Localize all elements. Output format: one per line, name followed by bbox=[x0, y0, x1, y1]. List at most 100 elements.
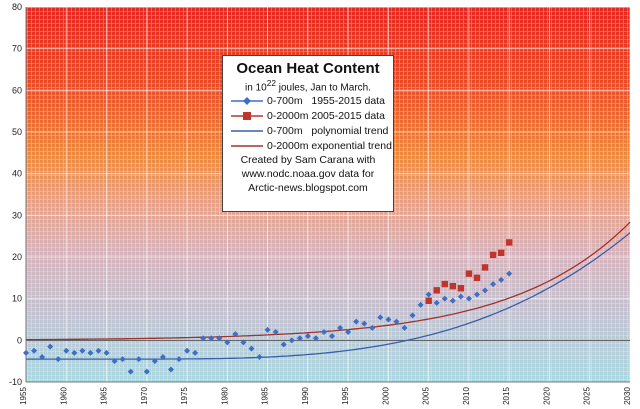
data-point-0-700m bbox=[345, 329, 352, 335]
subtitle-suffix: joules, Jan to March. bbox=[275, 82, 371, 94]
x-tick-label: 1960 bbox=[59, 387, 68, 405]
x-tick-label: 1985 bbox=[261, 387, 270, 405]
legend-label: 0-700m polynomial trend bbox=[267, 124, 389, 137]
data-point-0-700m bbox=[31, 347, 38, 354]
data-point-0-2000m bbox=[449, 282, 457, 290]
x-tick-label: 1955 bbox=[19, 387, 28, 405]
x-tick-label: 2010 bbox=[462, 387, 471, 405]
exponential-trend-line bbox=[26, 221, 631, 341]
data-point-0-700m bbox=[482, 287, 489, 294]
data-point-0-700m bbox=[490, 281, 497, 288]
credit-line-2: www.nodc.noaa.gov data for bbox=[241, 168, 375, 181]
series-0-700m-markers bbox=[23, 270, 513, 375]
data-point-0-700m bbox=[95, 347, 102, 354]
data-point-0-2000m bbox=[457, 285, 465, 292]
data-point-0-700m bbox=[465, 295, 472, 302]
data-point-0-700m bbox=[409, 312, 416, 319]
data-point-0-700m bbox=[312, 335, 319, 342]
data-point-0-2000m bbox=[465, 270, 473, 277]
data-point-0-700m bbox=[119, 356, 126, 363]
legend-item-0-2000m-data: 0-2000m 2005-2015 data bbox=[223, 108, 393, 123]
data-point-0-700m bbox=[449, 297, 456, 304]
data-point-0-700m bbox=[425, 291, 432, 298]
data-point-0-700m bbox=[208, 335, 215, 342]
y-tick-label: 80 bbox=[12, 2, 22, 12]
data-point-0-700m bbox=[167, 366, 174, 373]
legend-label: 0-2000m exponential trend bbox=[267, 139, 392, 152]
y-tick-label: 40 bbox=[12, 169, 22, 179]
data-point-0-700m bbox=[272, 329, 279, 335]
x-tick-label: 1970 bbox=[140, 387, 149, 405]
data-point-0-700m bbox=[224, 339, 231, 346]
blue-line-icon bbox=[231, 130, 263, 132]
chart-title: Ocean Heat Content bbox=[236, 60, 380, 77]
y-tick-label: -10 bbox=[9, 377, 22, 387]
data-point-0-700m bbox=[159, 354, 166, 360]
legend-item-0-700m-data: 0-700m 1955-2015 data bbox=[223, 93, 393, 108]
data-point-0-700m bbox=[296, 335, 303, 342]
data-point-0-700m bbox=[71, 349, 78, 356]
x-tick-label: 2015 bbox=[502, 387, 511, 405]
x-axis-labels: 1955 1960 1965 1970 1975 1980 1985 1990 1995 2000… bbox=[19, 387, 632, 405]
polynomial-trend-line bbox=[26, 232, 631, 360]
data-point-0-700m bbox=[441, 295, 448, 302]
data-point-0-700m bbox=[184, 347, 191, 354]
data-point-0-700m bbox=[433, 299, 440, 306]
legend-label: 0-700m 1955-2015 data bbox=[267, 94, 385, 107]
data-point-0-700m bbox=[264, 326, 271, 333]
legend-item-0-2000m-trend: 0-2000m exponential trend bbox=[223, 138, 393, 153]
series-0-2000m-markers bbox=[425, 239, 513, 304]
data-point-0-700m bbox=[401, 324, 408, 331]
data-point-0-700m bbox=[79, 347, 86, 354]
data-point-0-700m bbox=[417, 301, 424, 308]
y-tick-label: 20 bbox=[12, 252, 22, 262]
data-point-0-2000m bbox=[506, 239, 513, 246]
x-tick-label: 1980 bbox=[220, 387, 229, 405]
data-point-0-700m bbox=[369, 324, 376, 331]
data-point-0-700m bbox=[192, 349, 199, 356]
data-point-0-700m bbox=[127, 368, 134, 375]
data-point-0-700m bbox=[393, 318, 400, 325]
data-point-0-700m bbox=[248, 345, 255, 352]
y-tick-label: 0 bbox=[17, 335, 22, 345]
chart-subtitle: in 1022 joules, Jan to March. bbox=[223, 78, 393, 93]
credit-line-3: Arctic-news.blogspot.com bbox=[248, 182, 368, 195]
data-point-0-700m bbox=[385, 316, 392, 323]
data-point-0-2000m bbox=[441, 280, 448, 288]
data-point-0-700m bbox=[216, 335, 223, 342]
data-point-0-700m bbox=[143, 368, 150, 375]
data-point-0-700m bbox=[320, 329, 327, 335]
data-point-0-700m bbox=[337, 324, 344, 331]
data-point-0-700m bbox=[498, 276, 505, 283]
data-point-0-2000m bbox=[473, 274, 481, 282]
data-point-0-2000m bbox=[481, 264, 489, 271]
y-axis-labels: -10 0 10 20 30 40 50 60 70 80 bbox=[9, 2, 22, 387]
x-tick-label: 2020 bbox=[542, 387, 551, 405]
data-point-0-700m bbox=[506, 270, 513, 277]
y-tick-label: 10 bbox=[12, 294, 22, 304]
data-point-0-700m bbox=[176, 356, 183, 363]
data-point-0-700m bbox=[39, 354, 46, 360]
red-line-icon bbox=[231, 145, 263, 147]
data-point-0-700m bbox=[55, 356, 62, 363]
data-point-0-700m bbox=[135, 356, 142, 363]
x-tick-label: 2030 bbox=[623, 387, 632, 405]
data-point-0-700m bbox=[473, 291, 480, 298]
data-point-0-700m bbox=[457, 293, 464, 300]
data-point-0-700m bbox=[377, 314, 384, 321]
data-point-0-700m bbox=[240, 339, 247, 346]
data-point-0-700m bbox=[232, 331, 239, 338]
data-point-0-700m bbox=[288, 337, 295, 344]
x-tick-label: 1990 bbox=[301, 387, 310, 405]
y-tick-label: 70 bbox=[12, 44, 22, 54]
credit-line-1: Created by Sam Carana with bbox=[240, 154, 376, 167]
legend-label: 0-2000m 2005-2015 data bbox=[267, 109, 385, 122]
data-point-0-700m bbox=[103, 349, 110, 356]
data-point-0-700m bbox=[353, 318, 360, 325]
data-point-0-2000m bbox=[425, 297, 432, 304]
data-point-0-700m bbox=[47, 343, 54, 350]
subtitle-prefix: in 10 bbox=[245, 82, 267, 94]
data-point-0-700m bbox=[200, 335, 207, 342]
data-point-0-700m bbox=[280, 341, 287, 348]
axes bbox=[25, 7, 630, 383]
